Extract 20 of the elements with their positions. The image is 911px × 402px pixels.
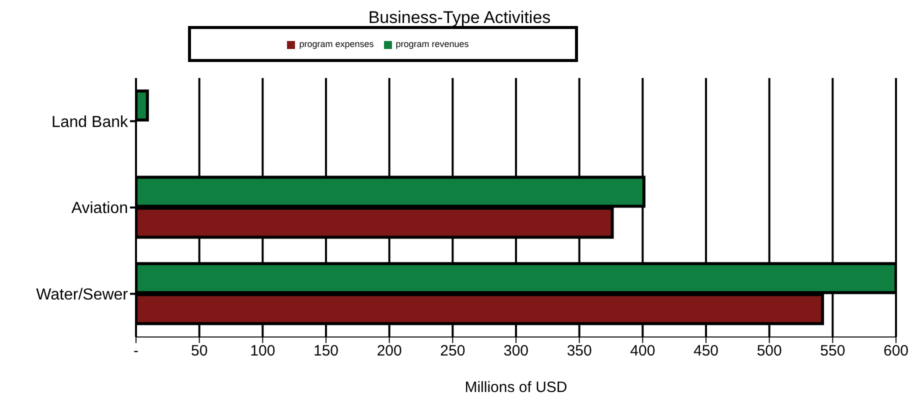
x-tick-label: 550 bbox=[820, 342, 846, 360]
legend-label: program revenues bbox=[396, 39, 469, 49]
x-tick-label: 600 bbox=[883, 342, 909, 360]
y-tick-label: Aviation bbox=[71, 200, 128, 218]
y-tick-label: Land Bank bbox=[51, 114, 129, 131]
legend-label: program expenses bbox=[299, 39, 374, 49]
y-tick-label: Water/Sewer bbox=[36, 286, 129, 304]
x-tick-label: 50 bbox=[190, 342, 208, 360]
x-tick-label: 400 bbox=[630, 342, 656, 360]
x-tick-label: 250 bbox=[440, 342, 466, 360]
x-tick-label: 500 bbox=[756, 342, 782, 360]
chart-title: Business-Type Activities bbox=[367, 8, 552, 29]
x-tick-label: 100 bbox=[250, 342, 276, 360]
x-tick-label: 150 bbox=[313, 342, 339, 360]
x-tick-label: 300 bbox=[503, 342, 529, 360]
x-tick-label: 450 bbox=[693, 342, 719, 360]
x-tick-label: - bbox=[134, 342, 138, 360]
x-tick-label: 350 bbox=[566, 342, 592, 360]
x-tick-label: 200 bbox=[376, 342, 402, 360]
x-axis-title: Millions of USD bbox=[464, 379, 568, 396]
